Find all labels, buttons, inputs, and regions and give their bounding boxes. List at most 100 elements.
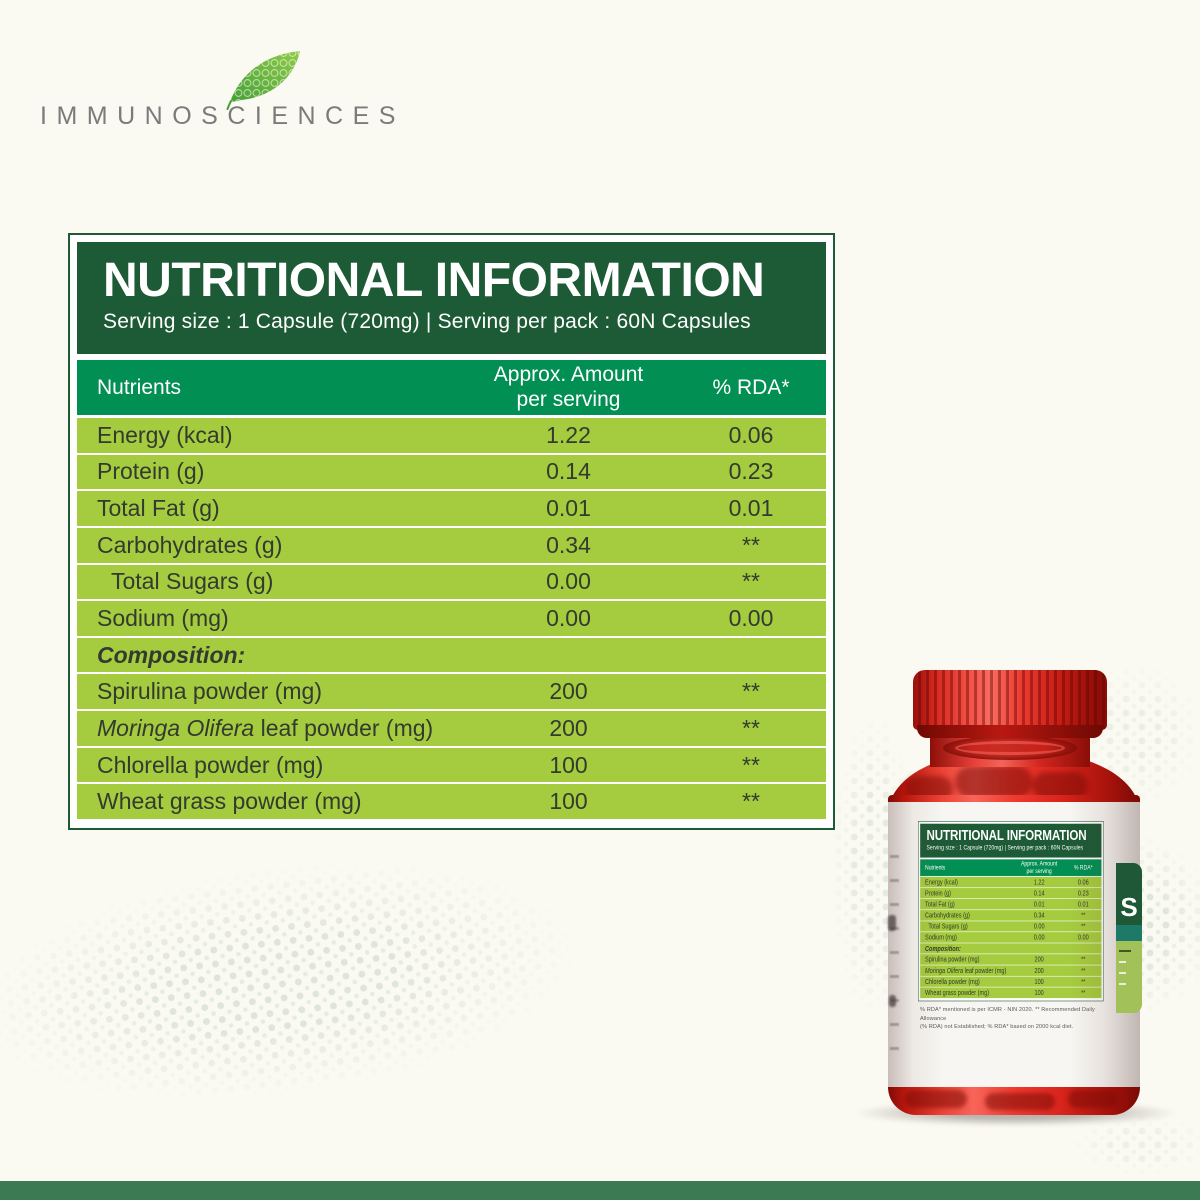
table-cell: 200 bbox=[549, 714, 588, 741]
table-row: Sodium (mg) 0.00 0.00 bbox=[920, 932, 1102, 944]
table-cell: Sodium (mg) bbox=[925, 933, 957, 942]
column-amount: Approx. Amount per serving bbox=[461, 363, 676, 413]
table-cell: ** bbox=[742, 751, 760, 778]
table-cell: Spirulina powder (mg) bbox=[925, 955, 980, 964]
table-row: Chlorella powder (mg) 100 ** bbox=[920, 976, 1102, 988]
footer-bar bbox=[0, 1181, 1200, 1200]
table-row: Sodium (mg) 0.00 0.00 bbox=[77, 601, 826, 638]
table-row: Carbohydrates (g) 0.34 ** bbox=[77, 528, 826, 565]
table-cell: 0.23 bbox=[728, 458, 774, 485]
table-cell: 0.00 bbox=[546, 605, 591, 632]
table-cell: 100 bbox=[549, 751, 588, 778]
table-cell: 0.00 bbox=[546, 568, 591, 595]
table-cell: ** bbox=[742, 531, 760, 558]
side-strip-letter: S bbox=[1116, 863, 1142, 925]
table-cell: 100 bbox=[1034, 988, 1044, 997]
capsule-silhouette bbox=[955, 766, 1033, 798]
table-row: Total Sugars (g) 0.00 ** bbox=[77, 565, 826, 602]
column-amount-line2: per serving bbox=[516, 387, 621, 411]
nutrition-panel-mini: NUTRITIONAL INFORMATION Serving size : 1… bbox=[918, 821, 1104, 1002]
table-cell: Composition: bbox=[925, 944, 961, 953]
column-rda: % RDA* bbox=[1073, 864, 1093, 871]
panel-header: NUTRITIONAL INFORMATION Serving size : 1… bbox=[920, 823, 1102, 858]
column-amount-line1: Approx. Amount bbox=[493, 362, 644, 386]
table-cell: ** bbox=[742, 678, 760, 705]
table-row: Protein (g) 0.14 0.23 bbox=[920, 888, 1102, 900]
table-row: Protein (g) 0.14 0.23 bbox=[77, 455, 826, 492]
nutrients-table: Energy (kcal) 1.22 0.06 Protein (g) 0.14 0.23… bbox=[920, 876, 1102, 999]
table-cell: Composition: bbox=[97, 641, 246, 668]
label-edge-marks bbox=[890, 848, 899, 1060]
table-cell: ** bbox=[1081, 966, 1086, 975]
column-nutrients: Nutrients bbox=[97, 375, 182, 399]
side-strip-mark bbox=[1119, 961, 1126, 963]
table-cell: Carbohydrates (g) bbox=[97, 531, 283, 558]
bottle-neck-ring bbox=[955, 741, 1065, 755]
table-cell: ** bbox=[1081, 988, 1086, 997]
table-cell: 0.01 bbox=[728, 495, 774, 522]
bottle-cap-ring bbox=[917, 725, 1103, 738]
table-cell: Moringa Olifera leaf powder (mg) bbox=[97, 714, 434, 741]
label-edge-marks bbox=[889, 995, 896, 1007]
table-cell: ** bbox=[1081, 977, 1086, 986]
table-cell: Sodium (mg) bbox=[97, 605, 229, 632]
table-cell: Moringa Olifera leaf powder (mg) bbox=[925, 966, 1007, 975]
table-cell: 0.34 bbox=[546, 531, 591, 558]
bottle-cap bbox=[913, 670, 1107, 730]
panel-header: NUTRITIONAL INFORMATION Serving size : 1… bbox=[77, 242, 826, 354]
table-cell: 200 bbox=[1034, 966, 1044, 975]
table-row: Moringa Olifera leaf powder (mg) 200 ** bbox=[77, 711, 826, 748]
table-cell: Wheat grass powder (mg) bbox=[97, 788, 362, 815]
side-strip-teal-band bbox=[1116, 925, 1142, 941]
table-row: Energy (kcal) 1.22 0.06 bbox=[77, 418, 826, 455]
table-row: Chlorella powder (mg) 100 ** bbox=[77, 748, 826, 785]
label-disclaimer: % RDA* mentioned is per ICMR - NIN 2020.… bbox=[920, 1006, 1110, 1032]
disclaimer-line1: % RDA* mentioned is per ICMR - NIN 2020.… bbox=[920, 1007, 1095, 1022]
table-row: Total Fat (g) 0.01 0.01 bbox=[77, 491, 826, 528]
table-cell: Total Sugars (g) bbox=[928, 922, 968, 931]
table-cell: 0.00 bbox=[728, 605, 774, 632]
capsule-silhouette bbox=[905, 1090, 967, 1108]
brand-logo: IMMUNOSCIENCES bbox=[40, 46, 400, 136]
label-edge-marks bbox=[888, 915, 896, 931]
table-row: Wheat grass powder (mg) 100 ** bbox=[77, 784, 826, 821]
table-cell: Wheat grass powder (mg) bbox=[925, 988, 990, 997]
table-cell: 0.23 bbox=[1077, 889, 1089, 897]
side-strip-mark bbox=[1119, 983, 1126, 985]
table-row: Spirulina powder (mg) 200 ** bbox=[920, 954, 1102, 966]
table-cell: 100 bbox=[1034, 977, 1044, 986]
table-row: Spirulina powder (mg) 200 ** bbox=[77, 674, 826, 712]
capsule-silhouette bbox=[1068, 1090, 1118, 1108]
table-cell: 0.01 bbox=[546, 495, 591, 522]
leaf-icon bbox=[226, 51, 300, 110]
table-cell: 0.14 bbox=[1033, 889, 1045, 897]
column-amount-line2: per serving bbox=[1026, 867, 1052, 875]
side-strip-mark bbox=[1119, 972, 1126, 974]
brand-name: IMMUNOSCIENCES bbox=[40, 102, 405, 130]
column-amount: Approx. Amount per serving bbox=[1013, 860, 1065, 875]
nutrients-table: Energy (kcal) 1.22 0.06 Protein (g) 0.14 0.23… bbox=[77, 418, 826, 821]
table-cell: Total Fat (g) bbox=[925, 900, 955, 909]
table-row: Moringa Olifera leaf powder (mg) 200 ** bbox=[920, 965, 1102, 977]
table-cell: ** bbox=[1081, 911, 1086, 920]
table-cell: 0.01 bbox=[1077, 900, 1089, 909]
table-cell: 200 bbox=[1034, 955, 1044, 964]
table-cell: 0.00 bbox=[1033, 922, 1045, 931]
table-cell: 0.00 bbox=[1033, 933, 1045, 942]
table-cell: ** bbox=[742, 714, 760, 741]
table-cell: ** bbox=[1081, 955, 1086, 964]
capsule-silhouette bbox=[985, 1093, 1055, 1110]
table-row: Energy (kcal) 1.22 0.06 bbox=[920, 877, 1102, 888]
column-header-row: Nutrients Approx. Amount per serving % R… bbox=[77, 360, 826, 418]
column-amount-line1: Approx. Amount bbox=[1021, 860, 1058, 868]
table-row: Composition: bbox=[920, 943, 1102, 955]
table-cell: 0.00 bbox=[1077, 933, 1089, 942]
serving-info: Serving size : 1 Capsule (720mg) | Servi… bbox=[103, 309, 751, 333]
halftone-pattern bbox=[0, 811, 624, 1149]
table-cell: 100 bbox=[549, 788, 588, 815]
table-cell: 1.22 bbox=[546, 421, 591, 448]
table-cell: 1.22 bbox=[1033, 878, 1045, 886]
table-cell: ** bbox=[742, 788, 760, 815]
table-cell: 0.14 bbox=[546, 458, 591, 485]
